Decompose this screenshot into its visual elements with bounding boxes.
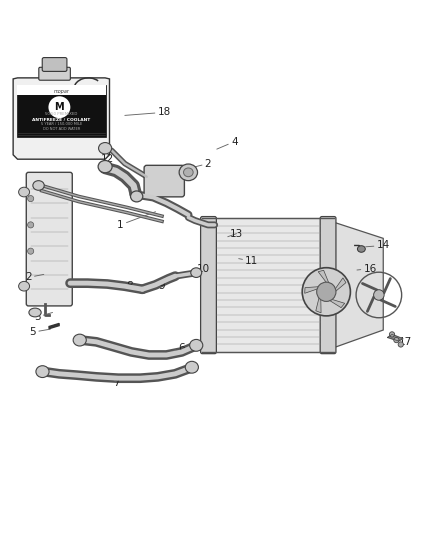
Circle shape	[394, 337, 399, 343]
Polygon shape	[335, 278, 346, 292]
Ellipse shape	[98, 160, 112, 173]
Text: 5 YEAR / 150,000 MILE: 5 YEAR / 150,000 MILE	[41, 122, 82, 126]
Polygon shape	[316, 297, 321, 313]
Polygon shape	[318, 270, 329, 284]
Text: 16: 16	[357, 264, 377, 273]
Text: 4: 4	[217, 136, 238, 149]
Bar	[215, 219, 322, 352]
Ellipse shape	[29, 308, 41, 317]
Text: 14: 14	[366, 240, 390, 251]
Text: 1: 1	[117, 212, 155, 230]
Text: 11: 11	[239, 256, 258, 266]
Text: 18: 18	[125, 107, 171, 117]
Text: 50/50 PREMIXED: 50/50 PREMIXED	[45, 112, 78, 116]
Polygon shape	[305, 287, 319, 293]
Text: 2: 2	[191, 159, 212, 168]
FancyBboxPatch shape	[17, 85, 106, 136]
Ellipse shape	[18, 281, 30, 291]
Circle shape	[28, 196, 34, 201]
Circle shape	[28, 222, 34, 228]
FancyBboxPatch shape	[144, 165, 184, 197]
Circle shape	[317, 282, 336, 302]
Polygon shape	[322, 219, 383, 352]
FancyBboxPatch shape	[42, 58, 67, 71]
Ellipse shape	[73, 334, 86, 346]
Ellipse shape	[191, 268, 201, 278]
Text: 9: 9	[149, 281, 166, 291]
Text: 17: 17	[392, 337, 412, 347]
Ellipse shape	[99, 142, 112, 154]
Ellipse shape	[18, 187, 30, 197]
Ellipse shape	[185, 361, 198, 373]
Circle shape	[374, 290, 384, 300]
Circle shape	[302, 268, 350, 316]
Text: 3: 3	[34, 312, 53, 322]
Ellipse shape	[179, 164, 198, 181]
FancyBboxPatch shape	[201, 216, 216, 354]
Text: 6: 6	[160, 343, 185, 356]
Polygon shape	[388, 334, 403, 341]
Text: mopar: mopar	[53, 89, 69, 94]
Circle shape	[398, 342, 403, 347]
Polygon shape	[329, 299, 345, 308]
Text: 12: 12	[101, 154, 116, 168]
Ellipse shape	[33, 181, 44, 190]
Text: ANTIFREEZE / COOLANT: ANTIFREEZE / COOLANT	[32, 118, 90, 122]
Text: 5: 5	[29, 327, 50, 337]
Text: 8: 8	[112, 281, 133, 291]
Text: 13: 13	[228, 229, 243, 239]
Polygon shape	[49, 324, 59, 329]
Text: M: M	[55, 102, 64, 112]
Circle shape	[49, 96, 71, 118]
Text: 15: 15	[313, 284, 333, 294]
Ellipse shape	[131, 191, 143, 202]
FancyBboxPatch shape	[17, 85, 106, 95]
Ellipse shape	[184, 168, 193, 177]
Text: 2: 2	[25, 272, 44, 282]
FancyBboxPatch shape	[26, 172, 72, 306]
Text: DO NOT ADD WATER: DO NOT ADD WATER	[42, 127, 80, 131]
Polygon shape	[13, 78, 110, 159]
Text: 10: 10	[193, 264, 210, 273]
Ellipse shape	[36, 366, 49, 377]
Text: 7: 7	[112, 377, 120, 387]
Ellipse shape	[190, 340, 203, 351]
Circle shape	[28, 248, 34, 254]
Ellipse shape	[357, 246, 365, 252]
FancyBboxPatch shape	[39, 67, 71, 80]
Circle shape	[389, 332, 395, 337]
FancyBboxPatch shape	[320, 216, 336, 354]
